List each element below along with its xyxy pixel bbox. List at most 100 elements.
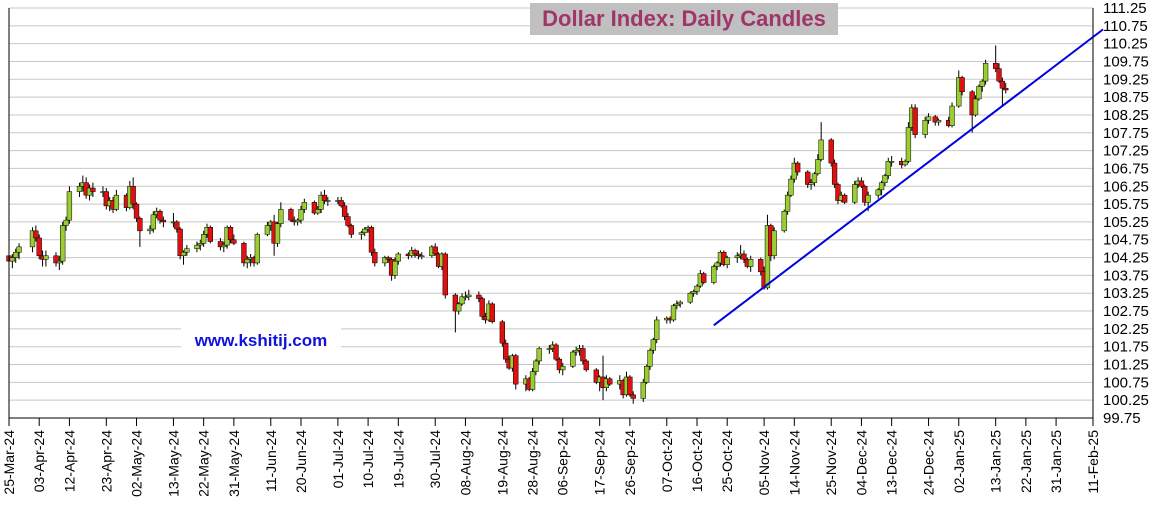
candle-body-up (670, 305, 677, 321)
candle (888, 155, 895, 167)
y-tick-label: 107.25 (1103, 143, 1149, 160)
candle (694, 284, 700, 295)
candle (103, 188, 109, 210)
candle (177, 227, 183, 260)
candle-body-up (815, 159, 821, 175)
candle-body-up (781, 210, 787, 232)
candle (244, 255, 250, 269)
candle (643, 364, 650, 385)
candle-body-down (503, 342, 509, 360)
candle (593, 368, 599, 385)
candle (456, 302, 462, 315)
candle (788, 175, 794, 197)
candle-body-up (694, 285, 700, 292)
candle-body-up (466, 294, 472, 298)
candle (241, 241, 247, 267)
candle (479, 296, 485, 320)
candle (912, 104, 918, 139)
x-tick-label: 31-May-24 (226, 430, 242, 497)
candle-body-down (828, 139, 834, 164)
candle-body-down (321, 194, 328, 201)
candle (33, 225, 39, 242)
candle-body-up (875, 189, 881, 196)
candle (831, 159, 838, 189)
candle-body-down (701, 273, 707, 283)
candle (654, 316, 660, 344)
candle-body-up (764, 225, 771, 289)
candle-body-up (462, 296, 469, 299)
x-tick-label: 19-Aug-24 (494, 430, 510, 496)
candle (999, 77, 1006, 107)
y-tick-label: 107.75 (1103, 125, 1149, 142)
candle (976, 84, 982, 101)
x-tick-label: 02-Jan-25 (951, 430, 967, 493)
candle-body-down (553, 344, 559, 360)
candle-body-up (395, 253, 401, 262)
y-tick-label: 106.25 (1103, 178, 1149, 195)
candle-body-down (627, 376, 633, 396)
candle (130, 177, 136, 210)
candle (982, 59, 989, 85)
candle-body-down (513, 355, 519, 385)
candle (959, 75, 965, 96)
candle-body-down (174, 221, 180, 230)
candle (677, 300, 683, 308)
candle-body-down (412, 250, 418, 255)
candle (573, 346, 579, 356)
candle-body-down (741, 253, 747, 260)
candle-body-down (999, 80, 1006, 89)
candle-body-down (53, 255, 59, 264)
candle (466, 289, 472, 301)
x-tick-label: 11-Feb-25 (1085, 430, 1101, 494)
candle (570, 350, 576, 369)
candle (150, 211, 156, 233)
y-tick-label: 101.75 (1103, 339, 1149, 356)
candle-body-down (959, 77, 965, 93)
candle-body-up (687, 292, 693, 303)
candle (160, 216, 167, 228)
candle (630, 391, 636, 404)
x-tick-label: 07-Oct-24 (659, 430, 675, 492)
candle-body-up (147, 228, 153, 232)
x-tick-label: 17-Sep-24 (592, 430, 608, 496)
y-tick-label: 105.25 (1103, 214, 1149, 231)
candle-body-down (831, 162, 838, 185)
candle (489, 302, 495, 324)
candle-body-up (935, 120, 942, 123)
y-tick-label: 100.25 (1103, 392, 1149, 409)
y-tick-label: 108.75 (1103, 89, 1149, 106)
candle (184, 245, 190, 256)
candle-body-up (885, 161, 891, 176)
candle-body-up (66, 191, 73, 221)
candle-body-down (795, 162, 801, 173)
candle (583, 359, 589, 372)
candle (288, 207, 294, 222)
candle (298, 205, 304, 224)
x-tick-label: 12-Apr-24 (61, 430, 77, 492)
candle-body-up (748, 259, 754, 267)
candle-body-down (217, 241, 224, 248)
candle-body-down (160, 219, 167, 223)
candle-body-up (922, 120, 928, 135)
candle (358, 230, 365, 240)
candle (207, 225, 214, 244)
candle (432, 243, 438, 256)
candle (9, 254, 16, 269)
candle-body-up (294, 219, 301, 223)
candle-body-down (489, 303, 495, 322)
candle (858, 177, 865, 189)
candle (902, 159, 908, 167)
candle-body-up (419, 255, 425, 258)
candle (734, 252, 740, 263)
candle (66, 186, 73, 224)
y-tick-label: 100.75 (1103, 374, 1149, 391)
candle (815, 154, 821, 176)
candle-body-down (993, 63, 999, 69)
candle-layer (6, 45, 1009, 404)
candle (687, 291, 693, 304)
candle-body-up (784, 194, 791, 212)
candle (701, 271, 707, 285)
candle-body-down (583, 360, 589, 371)
x-tick-label: 19-Jul-24 (390, 430, 406, 489)
candle (459, 293, 465, 306)
